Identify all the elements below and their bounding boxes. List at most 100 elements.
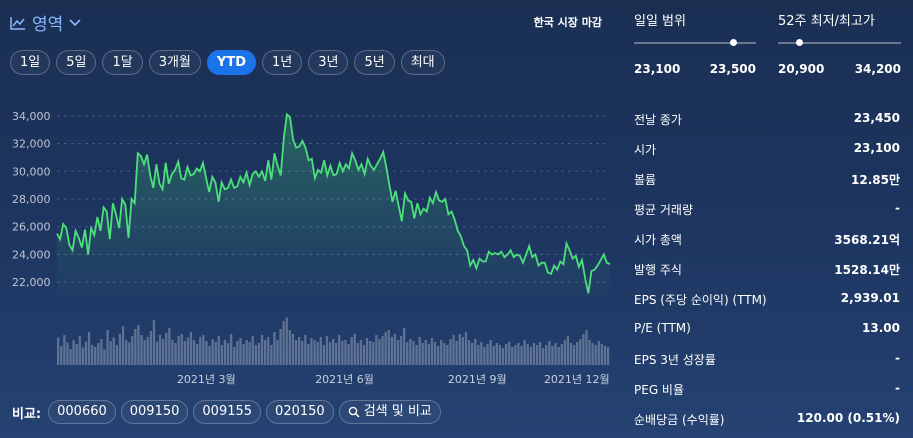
range-button[interactable]: 3개월 xyxy=(148,50,201,75)
chart-header: 영역 한국 시장 마감 xyxy=(10,10,612,35)
volume-bar xyxy=(152,320,156,365)
volume-bar xyxy=(192,340,196,365)
compare-ticker-009155[interactable]: 009155 xyxy=(193,400,262,424)
volume-bar xyxy=(199,337,202,365)
volume-bar xyxy=(514,345,517,365)
week52-range-high: 34,200 xyxy=(854,62,901,76)
volume-bar xyxy=(112,337,115,365)
volume-bar xyxy=(359,340,363,365)
range-button[interactable]: 3년 xyxy=(308,50,349,75)
range-button[interactable]: YTD xyxy=(206,50,256,75)
volume-bar xyxy=(455,341,458,365)
volume-bar xyxy=(273,332,276,365)
volume-bar xyxy=(189,332,193,365)
volume-bar xyxy=(307,344,310,365)
volume-bar xyxy=(270,345,273,365)
day-range-title: 일일 범위 xyxy=(634,14,686,29)
range-button[interactable]: 5년 xyxy=(354,50,395,75)
compare-ticker-000660[interactable]: 000660 xyxy=(48,400,116,424)
stat-value: - xyxy=(895,381,900,395)
volume-bar xyxy=(233,347,236,365)
volume-bar xyxy=(285,317,288,365)
volume-bar xyxy=(449,339,452,365)
volume-bar xyxy=(430,338,434,365)
stat-value: 13.00 xyxy=(862,321,900,335)
volume-bar xyxy=(511,347,514,365)
volume-bar xyxy=(403,328,406,365)
compare-ticker-009150[interactable]: 009150 xyxy=(120,400,189,424)
volume-bar xyxy=(446,345,449,365)
price-line xyxy=(56,112,611,294)
volume-bar xyxy=(254,345,257,365)
price-chart: 34,000 32,000 30,000 28,000 26,000 24,000 22,0… xyxy=(12,110,611,386)
compare-label: 비교: xyxy=(12,406,42,422)
volume-bar xyxy=(406,342,409,365)
volume-bar xyxy=(369,341,372,365)
y-tick-label: 24,000 xyxy=(12,248,51,261)
stat-label: EPS 3년 성장률 xyxy=(634,353,716,367)
volume-bar xyxy=(328,342,332,365)
volume-bar xyxy=(489,340,492,365)
volume-bar xyxy=(554,343,557,365)
volume-bar xyxy=(301,341,304,365)
volume-bar xyxy=(223,340,227,365)
chevron-down-icon xyxy=(69,18,81,26)
volume-bar xyxy=(566,336,569,365)
volume-bar xyxy=(344,340,347,365)
volume-bar xyxy=(165,333,168,365)
range-button[interactable]: 1일 xyxy=(10,50,51,75)
range-button[interactable]: 최대 xyxy=(400,50,445,75)
range-button[interactable]: 1달 xyxy=(102,50,143,75)
volume-bar xyxy=(291,334,295,365)
volume-bar xyxy=(569,343,573,365)
volume-bar xyxy=(508,342,511,365)
stat-label: 평균 거래량 xyxy=(634,203,694,217)
area-chart-icon xyxy=(10,16,25,30)
volume-bar xyxy=(467,340,471,365)
volume-bar xyxy=(551,346,554,365)
volume-bar xyxy=(532,343,536,365)
stat-row: EPS (주당 순이익) (TTM) 2,939.01 xyxy=(634,288,900,318)
volume-bar xyxy=(106,330,109,365)
chart-type-dropdown[interactable]: 영역 xyxy=(10,10,81,35)
volume-bar xyxy=(322,345,325,365)
volume-bar xyxy=(603,346,607,365)
volume-bar xyxy=(588,340,591,365)
day-range-bar xyxy=(634,39,756,46)
stat-label: 전날 종가 xyxy=(634,113,682,127)
volume-bar xyxy=(196,344,199,365)
volume-bar xyxy=(477,345,480,365)
range-button[interactable]: 1년 xyxy=(261,50,303,75)
volume-bar xyxy=(557,347,560,365)
volume-bar xyxy=(471,343,474,365)
volume-bar xyxy=(505,344,508,365)
search-compare-button[interactable]: 검색 및 비교 xyxy=(338,400,441,424)
stat-value: - xyxy=(895,351,900,365)
volume-bar xyxy=(520,346,523,365)
stat-label: EPS (주당 순이익) (TTM) xyxy=(634,293,767,307)
week52-range-marker xyxy=(795,39,803,46)
volume-bar xyxy=(257,343,261,365)
day-range: 일일 범위 23,100 23,500 xyxy=(634,10,756,76)
volume-bar xyxy=(211,339,214,365)
stat-value: 3568.21억 xyxy=(834,233,900,247)
volume-bar xyxy=(412,341,415,365)
y-tick-label: 28,000 xyxy=(12,193,51,206)
volume-bar xyxy=(362,345,366,365)
volume-bar xyxy=(517,343,520,365)
volume-bar xyxy=(535,345,539,365)
compare-ticker-020150[interactable]: 020150 xyxy=(266,400,334,424)
volume-bar xyxy=(452,335,455,365)
range-button[interactable]: 5일 xyxy=(56,50,97,75)
day-range-marker xyxy=(729,39,737,46)
volume-bar xyxy=(365,338,369,365)
volume-bar xyxy=(433,342,437,365)
volume-bar xyxy=(97,343,100,365)
volume-bar xyxy=(208,346,211,365)
volume-bar xyxy=(464,332,468,365)
volume-bar xyxy=(168,328,171,365)
range-selector: 1일 5일 1달 3개월 YTD 1년 3년 5년 최대 xyxy=(10,50,445,75)
y-tick-label: 30,000 xyxy=(12,165,51,178)
volume-bar xyxy=(109,341,112,365)
volume-bar xyxy=(149,331,152,365)
